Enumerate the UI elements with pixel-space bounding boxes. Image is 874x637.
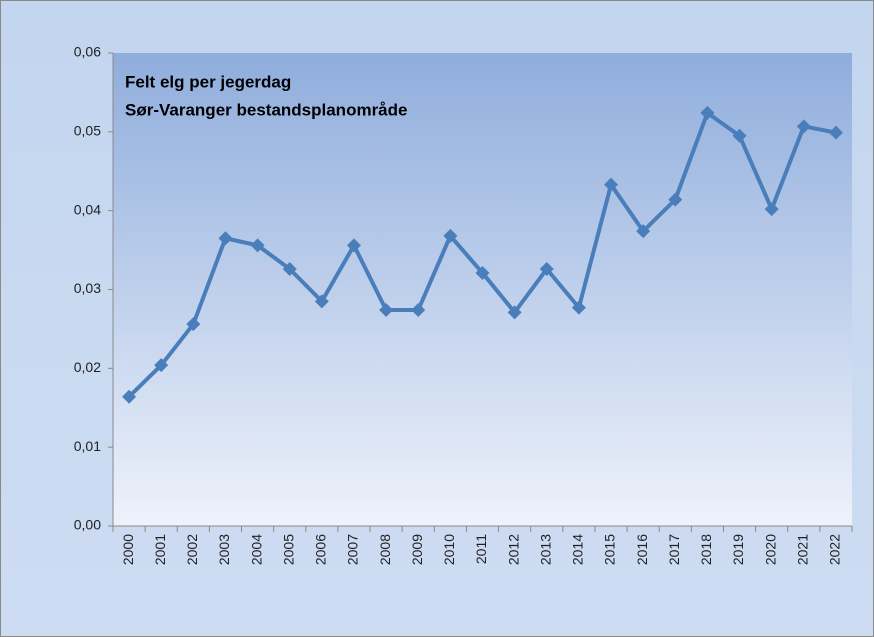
data-marker	[604, 177, 619, 192]
y-tick-label: 0,00	[74, 517, 101, 533]
y-tick-label: 0,01	[74, 438, 101, 454]
x-tick-label: 2010	[441, 534, 457, 565]
data-marker	[250, 238, 265, 253]
plot-area	[113, 53, 852, 526]
data-marker	[346, 238, 361, 253]
x-tick-label: 2006	[313, 534, 329, 565]
data-marker	[314, 294, 329, 309]
x-tick-label: 2000	[120, 534, 136, 565]
x-tick-label: 2012	[505, 534, 521, 565]
data-marker	[379, 302, 394, 317]
y-tick-label: 0,02	[74, 359, 101, 375]
y-tick-label: 0,03	[74, 280, 101, 296]
x-tick-label: 2014	[570, 534, 586, 565]
data-marker	[668, 192, 683, 207]
y-tick-label: 0,06	[74, 44, 101, 60]
x-tick-label: 2002	[184, 534, 200, 565]
x-tick-label: 2011	[473, 534, 489, 564]
data-marker	[475, 265, 490, 280]
x-tick-label: 2007	[345, 534, 361, 565]
chart-subtitle: Sør-Varanger bestandsplanområde	[125, 100, 407, 119]
data-marker	[764, 202, 779, 217]
x-tick-label: 2008	[377, 534, 393, 565]
x-tick-label: 2013	[537, 534, 553, 565]
data-marker	[571, 300, 586, 315]
x-tick-label: 2022	[827, 534, 843, 565]
chart-title: Felt elg per jegerdag	[125, 72, 291, 91]
x-tick-label: 2003	[216, 534, 232, 565]
data-marker	[122, 389, 137, 404]
x-tick-label: 2018	[698, 534, 714, 565]
data-marker	[507, 305, 522, 320]
data-marker	[828, 125, 843, 140]
y-tick-label: 0,05	[74, 123, 101, 139]
data-marker	[218, 231, 233, 246]
data-marker	[636, 224, 651, 239]
data-marker	[282, 262, 297, 277]
x-tick-label: 2021	[795, 534, 811, 565]
data-marker	[154, 358, 169, 373]
x-tick-label: 2016	[634, 534, 650, 565]
data-marker	[796, 119, 811, 134]
data-marker	[186, 317, 201, 332]
data-marker	[539, 262, 554, 277]
x-tick-label: 2005	[280, 534, 296, 565]
x-tick-label: 2017	[666, 534, 682, 565]
x-tick-label: 2019	[730, 534, 746, 565]
x-tick-label: 2015	[602, 534, 618, 565]
data-marker	[700, 105, 715, 120]
data-marker	[411, 302, 426, 317]
y-tick-label: 0,04	[74, 201, 101, 217]
x-tick-label: 2009	[409, 534, 425, 565]
x-tick-label: 2004	[248, 534, 264, 565]
data-marker	[732, 128, 747, 143]
x-tick-label: 2001	[152, 534, 168, 565]
x-tick-label: 2020	[762, 534, 778, 565]
data-marker	[443, 228, 458, 243]
